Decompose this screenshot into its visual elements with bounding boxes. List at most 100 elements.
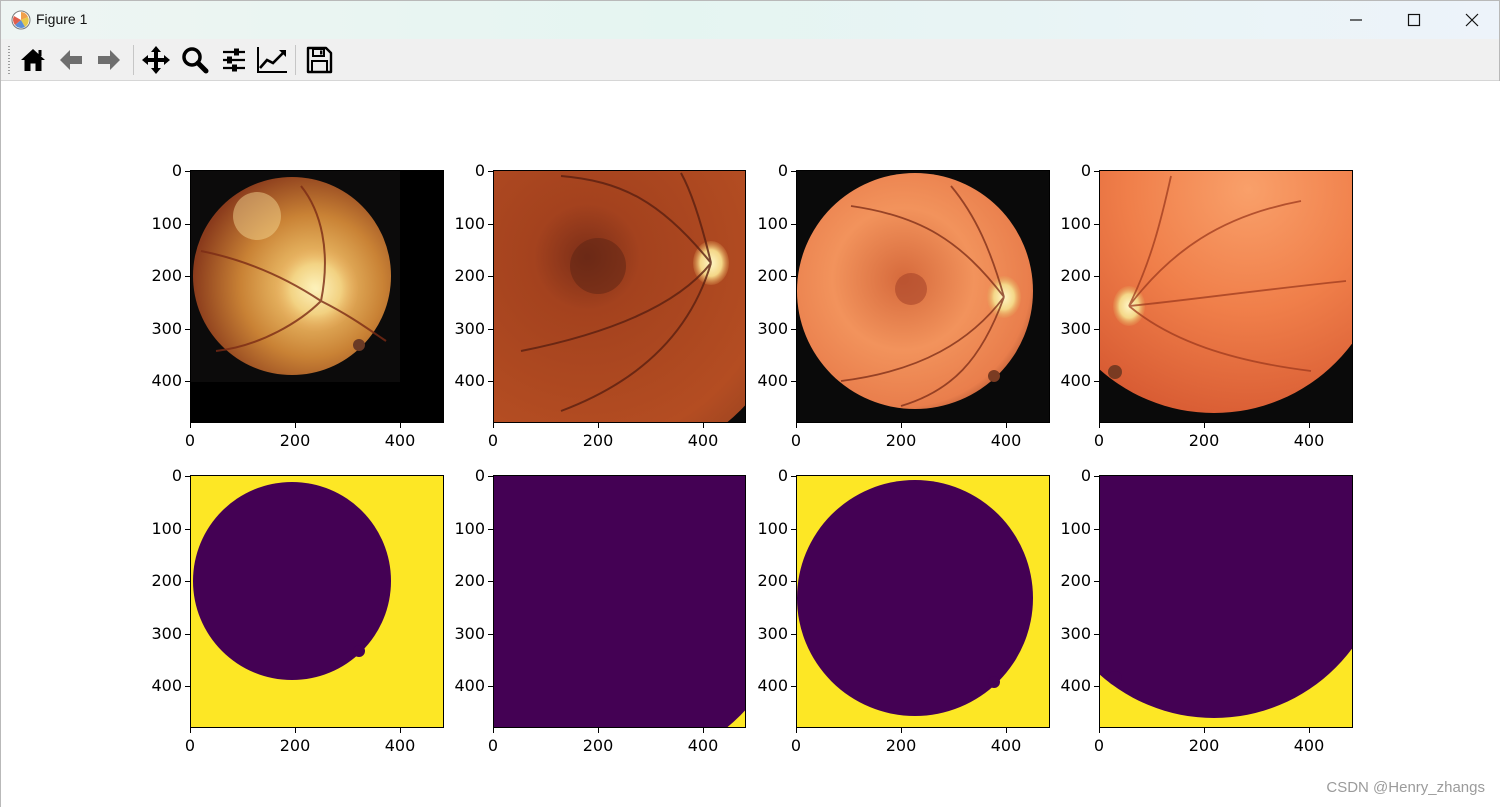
edit-axes-button[interactable] [255, 44, 289, 76]
zoom-button[interactable] [178, 44, 212, 76]
close-button[interactable] [1443, 1, 1501, 39]
edit-axes-icon [257, 47, 287, 73]
x-tick-label: 200 [1188, 431, 1220, 450]
maximize-icon [1407, 13, 1421, 27]
x-tick-label: 200 [582, 736, 614, 755]
x-tick-mark [1099, 728, 1100, 733]
y-tick-mark [1094, 476, 1099, 477]
zoom-icon [182, 47, 209, 74]
x-tick-mark [598, 728, 599, 733]
save-button[interactable] [302, 44, 336, 76]
x-tick-mark [400, 728, 401, 733]
y-tick-mark [791, 276, 796, 277]
y-tick-label: 100 [454, 213, 485, 233]
y-tick-mark [488, 686, 493, 687]
x-tick-mark [190, 423, 191, 428]
y-tick-mark [488, 528, 493, 530]
forward-button[interactable] [92, 44, 126, 76]
y-tick-label: 300 [757, 318, 788, 338]
x-tick-label: 400 [990, 736, 1022, 755]
pan-icon [142, 46, 170, 74]
y-tick-mark [1094, 528, 1099, 530]
x-tick-label: 200 [885, 431, 917, 450]
x-tick-mark [295, 728, 296, 733]
pan-button[interactable] [139, 44, 173, 76]
x-tick-label: 200 [279, 431, 311, 450]
x-tick-mark [703, 728, 704, 733]
y-tick-mark [185, 686, 190, 687]
y-tick-mark [1094, 633, 1099, 635]
maximize-button[interactable] [1385, 1, 1443, 39]
back-arrow-icon [60, 50, 82, 70]
y-tick-label: 400 [151, 676, 182, 695]
y-tick-mark [1094, 686, 1099, 687]
y-tick-label: 200 [757, 266, 788, 285]
x-tick-label: 200 [1188, 736, 1220, 755]
y-tick-label: 200 [151, 266, 182, 285]
y-tick-mark [791, 476, 796, 477]
y-tick-label: 0 [1080, 161, 1091, 180]
fundus-image-2 [493, 171, 745, 423]
x-tick-mark [1309, 423, 1310, 428]
x-tick-label: 400 [1293, 431, 1325, 450]
y-tick-label: 200 [454, 266, 485, 285]
y-tick-label: 400 [454, 371, 485, 390]
y-tick-mark [791, 381, 796, 382]
x-tick-label: 400 [384, 736, 416, 755]
figure-canvas[interactable]: 0 100 200 300 400 0 200 400 0 100 200 300 400 0 200 400… [1, 81, 1501, 808]
back-button[interactable] [54, 44, 88, 76]
y-tick-mark [1094, 171, 1099, 172]
x-tick-label: 0 [184, 431, 196, 450]
y-tick-label: 0 [474, 466, 485, 485]
y-tick-label: 100 [454, 518, 485, 538]
y-tick-mark [1094, 328, 1099, 330]
x-tick-label: 0 [1093, 736, 1105, 755]
y-tick-label: 100 [757, 213, 788, 233]
x-tick-mark [295, 423, 296, 428]
y-tick-label: 0 [474, 161, 485, 180]
y-tick-mark [185, 581, 190, 582]
y-tick-label: 300 [151, 623, 182, 643]
y-tick-label: 0 [171, 161, 182, 180]
x-tick-mark [598, 423, 599, 428]
y-tick-mark [185, 476, 190, 477]
y-tick-mark [488, 276, 493, 277]
mask-image-4 [1099, 476, 1352, 728]
x-tick-mark [901, 423, 902, 428]
y-tick-mark [791, 686, 796, 687]
y-tick-mark [488, 328, 493, 330]
x-tick-mark [901, 728, 902, 733]
y-tick-mark [185, 171, 190, 172]
navigation-toolbar [1, 39, 1499, 81]
fundus-image-4 [1099, 171, 1352, 423]
fundus-image-1 [190, 171, 443, 423]
mask-image-2 [493, 476, 745, 728]
x-tick-mark [1006, 423, 1007, 428]
y-tick-label: 300 [1060, 318, 1091, 338]
x-tick-mark [1204, 728, 1205, 733]
y-tick-mark [791, 581, 796, 582]
x-tick-label: 0 [1093, 431, 1105, 450]
watermark: CSDN @Henry_zhangs [1326, 779, 1485, 796]
y-tick-mark [791, 528, 796, 530]
minimize-button[interactable] [1327, 1, 1385, 39]
x-tick-mark [1204, 423, 1205, 428]
fundus-image-3 [796, 171, 1049, 423]
matplotlib-logo-icon [11, 10, 31, 30]
y-tick-mark [488, 633, 493, 635]
x-tick-label: 400 [384, 431, 416, 450]
y-tick-mark [488, 223, 493, 225]
y-tick-label: 400 [757, 371, 788, 390]
y-tick-label: 300 [454, 318, 485, 338]
x-tick-label: 0 [487, 736, 499, 755]
toolbar-grip[interactable] [8, 46, 10, 76]
y-tick-label: 200 [757, 571, 788, 590]
y-tick-label: 200 [1060, 266, 1091, 285]
configure-subplots-button[interactable] [217, 44, 251, 76]
y-tick-label: 0 [1080, 466, 1091, 485]
x-tick-label: 200 [885, 736, 917, 755]
y-tick-mark [791, 223, 796, 225]
y-tick-mark [185, 528, 190, 530]
home-button[interactable] [16, 44, 50, 76]
